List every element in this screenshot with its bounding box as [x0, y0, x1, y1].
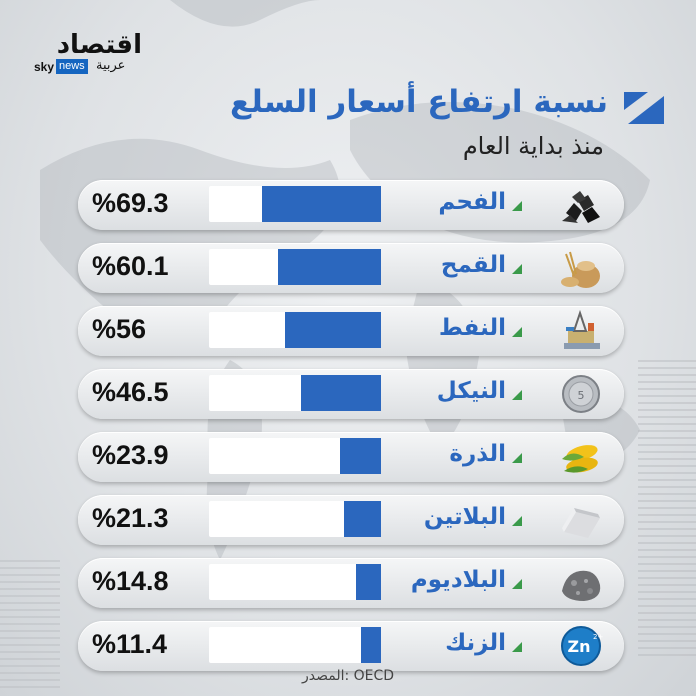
newspaper-texture-left: [0, 560, 60, 690]
bar-track: [209, 438, 381, 474]
bar-track: [209, 501, 381, 537]
header: نسبة ارتفاع أسعار السلع منذ بداية العام: [166, 82, 666, 172]
category-label: القمح: [440, 252, 506, 278]
bar-track: [209, 375, 381, 411]
platinum-bar-icon: [558, 498, 604, 542]
svg-text:5: 5: [578, 389, 585, 402]
increase-triangle-icon: [512, 579, 522, 589]
value-label: %46.5: [92, 377, 169, 407]
commodity-row: %46.5 النيكل 5: [78, 369, 624, 419]
bar-track: [209, 627, 381, 663]
bar-track: [209, 312, 381, 348]
category-label: البلاتين: [423, 504, 506, 530]
coal-icon: [558, 183, 604, 227]
bar-track: [209, 186, 381, 222]
sky-news-arabia-economy-logo: اقتصاد sky news عربية: [20, 30, 142, 78]
value-label: %14.8: [92, 566, 169, 596]
commodity-row: %56 النفط: [78, 306, 624, 356]
palladium-ore-icon: [558, 561, 604, 605]
svg-text:2+: 2+: [593, 633, 603, 641]
commodity-row: %69.3 الفحم: [78, 180, 624, 230]
value-label: %69.3: [92, 188, 169, 218]
commodity-row: %11.4 الزنك Zn 2+: [78, 621, 624, 671]
commodity-row: %23.9 الذرة: [78, 432, 624, 482]
value-label: %11.4: [92, 629, 168, 659]
value-label: %56: [92, 314, 147, 344]
category-label: البلاديوم: [410, 567, 506, 593]
zinc-badge-icon: Zn 2+: [558, 624, 604, 668]
increase-triangle-icon: [512, 642, 522, 652]
increase-triangle-icon: [512, 453, 522, 463]
increase-triangle-icon: [512, 327, 522, 337]
svg-text:Zn: Zn: [568, 637, 591, 656]
bar-fill: [301, 375, 381, 411]
bar-fill: [356, 564, 381, 600]
bar-fill: [285, 312, 381, 348]
logo-arabia-text: عربية: [96, 58, 126, 73]
title-arrow-icon: [624, 92, 664, 124]
commodity-row: %14.8 البلاديوم: [78, 558, 624, 608]
bar-fill: [278, 249, 381, 285]
page-subtitle: منذ بداية العام: [462, 132, 604, 160]
bar-track: [209, 249, 381, 285]
category-label: الذرة: [449, 441, 506, 467]
value-label: %21.3: [92, 503, 169, 533]
increase-triangle-icon: [512, 201, 522, 211]
value-label: %23.9: [92, 440, 169, 470]
corn-icon: [558, 435, 604, 479]
category-label: النيكل: [436, 378, 506, 404]
category-label: الفحم: [438, 189, 506, 215]
nickel-coin-icon: 5: [558, 372, 604, 416]
logo-sky-text: sky: [34, 60, 55, 74]
category-label: النفط: [438, 315, 506, 341]
bar-track: [209, 564, 381, 600]
commodity-row: %21.3 البلاتين: [78, 495, 624, 545]
source-note: المصدر: OECD: [302, 668, 395, 684]
increase-triangle-icon: [512, 264, 522, 274]
increase-triangle-icon: [512, 390, 522, 400]
logo-arabic-text: اقتصاد: [56, 30, 142, 60]
bar-fill: [344, 501, 381, 537]
commodity-bar-chart: %69.3 الفحم %60.1 القمح %56 النفط %46.5 النيكل 5…: [78, 180, 624, 684]
bar-fill: [361, 627, 381, 663]
page-title: نسبة ارتفاع أسعار السلع: [230, 84, 608, 120]
commodity-row: %60.1 القمح: [78, 243, 624, 293]
oil-rig-icon: [558, 309, 604, 353]
increase-triangle-icon: [512, 516, 522, 526]
bar-fill: [340, 438, 381, 474]
wheat-sack-icon: [558, 246, 604, 290]
logo-news-badge: news: [56, 59, 88, 74]
newspaper-texture: [638, 360, 696, 660]
bar-fill: [262, 186, 381, 222]
category-label: الزنك: [445, 630, 506, 656]
value-label: %60.1: [92, 251, 169, 281]
